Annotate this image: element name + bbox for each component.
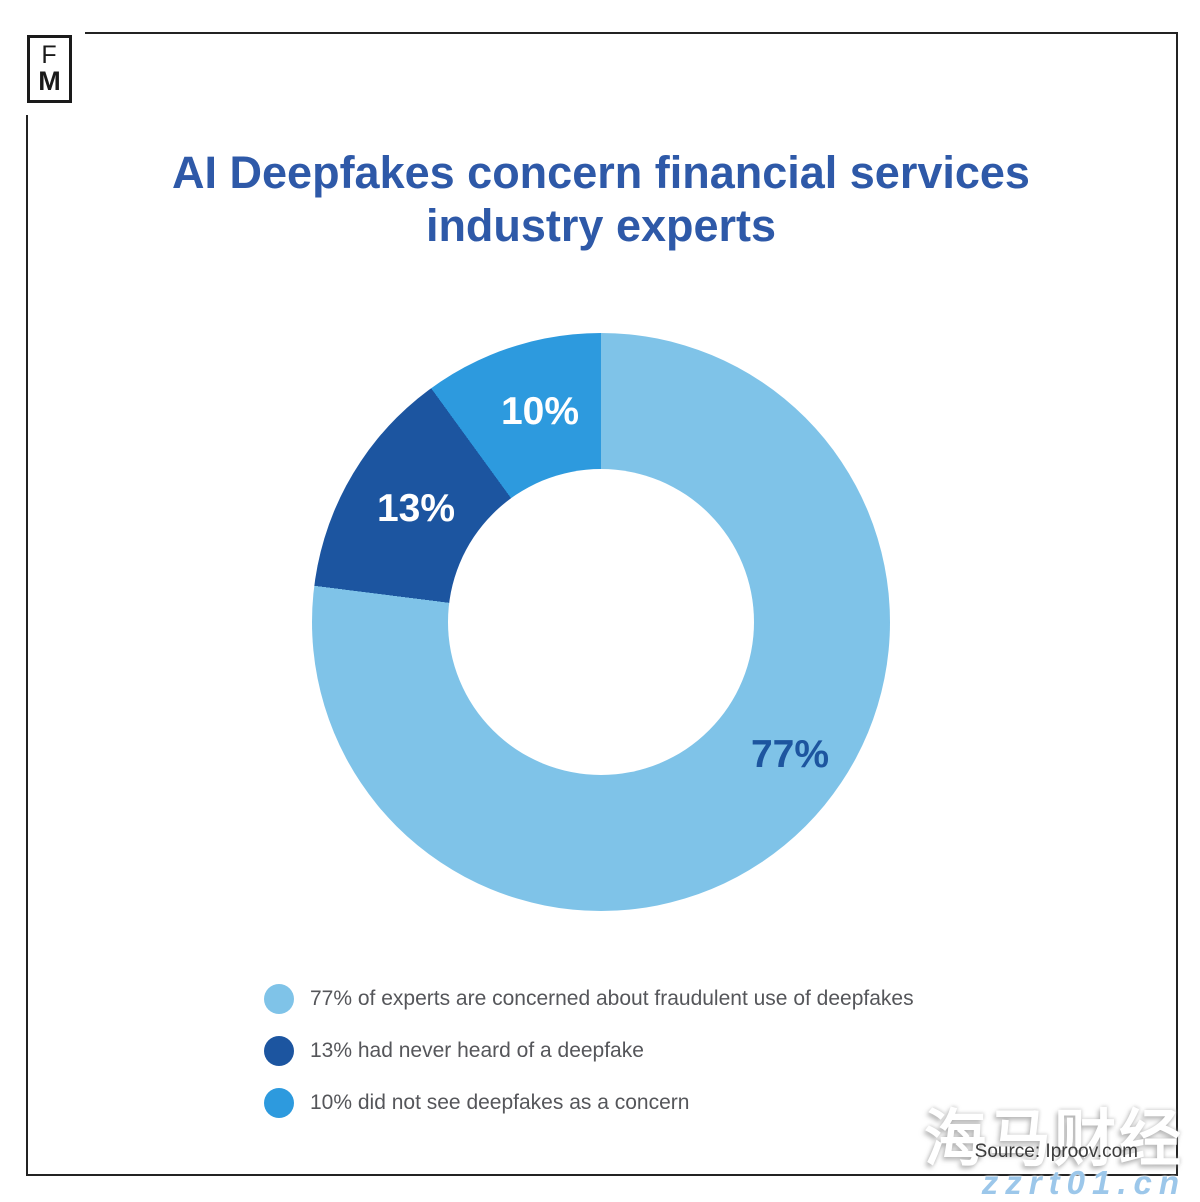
frame-border-left bbox=[26, 115, 28, 1174]
legend-swatch-13 bbox=[264, 1036, 294, 1066]
slice-label-13: 13% bbox=[376, 487, 456, 530]
legend-label-10: 10% did not see deepfakes as a concern bbox=[310, 1091, 690, 1114]
frame-border-bottom bbox=[26, 1174, 1178, 1176]
legend-label-77: 77% of experts are concerned about fraud… bbox=[310, 987, 914, 1010]
frame-border-top bbox=[85, 32, 1178, 34]
legend-item: 77% of experts are concerned about fraud… bbox=[264, 984, 914, 1014]
logo-letter-m: M bbox=[38, 66, 61, 96]
chart-title: AI Deepfakes concern financial services … bbox=[26, 146, 1176, 252]
legend-swatch-77 bbox=[264, 984, 294, 1014]
watermark-url-text: zzrt01.cn bbox=[981, 1164, 1186, 1201]
source-attribution: Source: Iproov.com bbox=[974, 1141, 1138, 1162]
chart-legend: 77% of experts are concerned about fraud… bbox=[264, 984, 914, 1118]
legend-item: 10% did not see deepfakes as a concern bbox=[264, 1088, 914, 1118]
fm-logo: F M bbox=[27, 35, 72, 103]
logo-letter-f: F bbox=[41, 41, 58, 69]
donut-chart-hole bbox=[448, 469, 754, 775]
legend-item: 13% had never heard of a deepfake bbox=[264, 1036, 914, 1066]
legend-swatch-10 bbox=[264, 1088, 294, 1118]
frame-border-right bbox=[1176, 32, 1178, 1176]
chart-title-line1: AI Deepfakes concern financial services bbox=[172, 147, 1030, 198]
chart-title-line2: industry experts bbox=[425, 200, 777, 251]
legend-label-13: 13% had never heard of a deepfake bbox=[310, 1039, 644, 1062]
slice-label-10: 10% bbox=[500, 390, 580, 433]
watermark-cn-text: 海马财经 bbox=[923, 1105, 1184, 1174]
slice-label-77: 77% bbox=[750, 733, 830, 776]
